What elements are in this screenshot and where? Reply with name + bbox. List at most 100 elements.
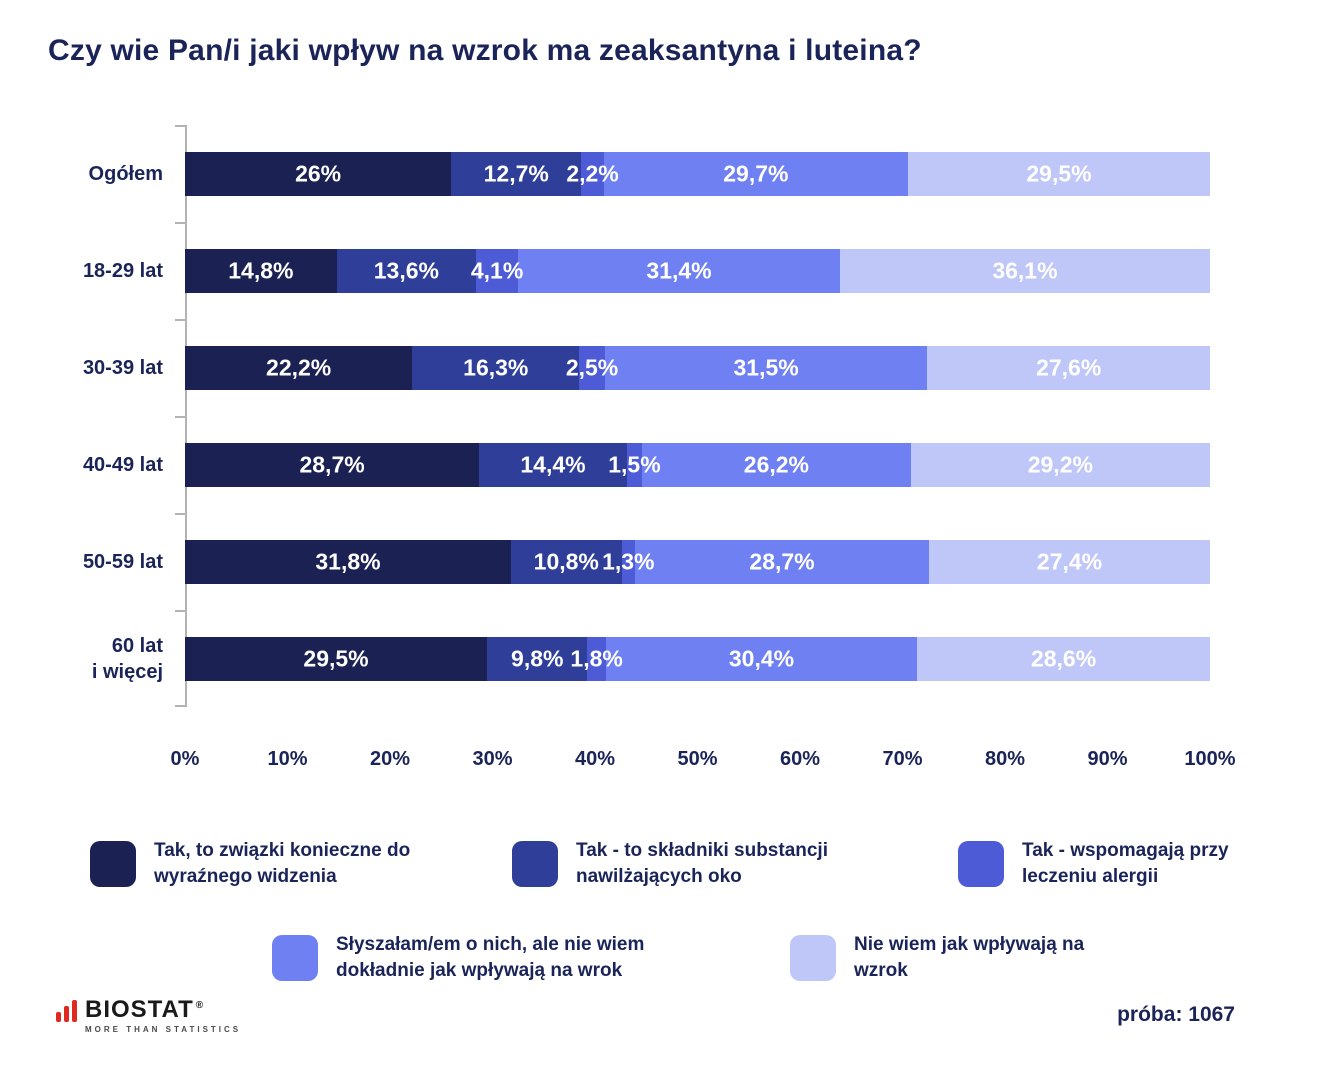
chart-row: Ogółem 26% 12,7% 2,2% 29,7% 29,5% [48,125,1211,222]
bar-segment-label: 31,4% [646,257,712,283]
bar-segment-label: 26,2% [743,451,810,477]
bar-segment-label: 22,2% [266,354,332,380]
bar-segment: 16,3% [412,345,580,390]
legend-swatch [512,840,558,887]
bar-segment: 2,2% [566,151,619,196]
biostat-logo-text: BIOSTAT ® MORE THAN STATISTICS [85,996,242,1035]
legend-item: Tak - wspomagają przy leczeniu alergii [958,838,1247,889]
x-axis-tick-label: 50% [677,748,718,770]
bar-segment: 31,5% [604,345,928,390]
bar-segment-label: 28,7% [749,548,815,574]
x-axis-tick-label: 80% [984,748,1026,770]
bar-segment: 1,3% [602,539,655,584]
x-axis-tick-label: 100% [1184,748,1236,770]
y-axis-tick [175,705,187,707]
y-axis-tick [175,610,187,612]
bar-segment-label: 29,2% [1027,451,1093,477]
bar-segment: 31,4% [518,248,840,293]
bar-segment-label: 30,4% [728,645,795,671]
y-axis-tick [175,513,187,515]
legend-label: Słyszałam/em o nich, ale nie wiem dokład… [336,934,645,981]
bar-segment-label: 1,8% [570,645,623,671]
legend-item: Tak, to związki konieczne do wyraźnego w… [90,838,419,889]
bar-segment-label: 29,5% [1026,160,1092,186]
legend-item: Nie wiem jak wpływają na wzrok [790,932,1089,983]
bar-segment: 27,4% [929,539,1210,584]
bar-segment-label: 2,5% [565,354,619,380]
bar-segment: 14,4% [479,442,627,487]
legend-label: Tak - to składniki substancji nawilżając… [576,840,828,887]
chart-row: 40-49 lat 28,7% 14,4% 1,5% 26,2% 29,2% [48,416,1210,513]
bar-segment-label: 29,5% [303,645,369,671]
category-label: 18-29 lat [82,259,163,282]
x-axis-tick-label: 30% [472,748,513,770]
legend-item: Tak - to składniki substancji nawilżając… [512,838,881,889]
bar-segment: 2,5% [566,345,618,390]
y-axis-tick [175,416,187,418]
registered-mark: ® [195,1000,205,1011]
bar-segment-label: 28,7% [299,451,365,477]
legend-swatch [958,840,1004,887]
bar-segment: 28,7% [634,539,930,584]
x-axis: 0% 10% 20% 30% 40% 50% 60% 70% 80% 90% 100% [171,748,1236,778]
brand-name: BIOSTAT ® [85,996,205,1023]
bar-segment: 28,7% [185,442,480,487]
bar-segment-label: 28,6% [1030,645,1097,671]
bar-segment: 29,7% [603,151,908,196]
biostat-logo-icon [56,998,77,1022]
bar-segment-label: 2,2% [566,160,619,186]
bar-segment-label: 31,8% [315,548,381,574]
stacked-bar: 26% 12,7% 2,2% 29,7% 29,5% [185,151,1211,196]
bar-segment-label: 12,7% [483,160,549,186]
category-label: 30-39 lat [82,356,163,379]
bar-segment: 26% [185,151,452,196]
bar-segment: 27,6% [927,345,1210,390]
bar-segment: 30,4% [605,636,918,681]
chart-row: 50-59 lat 31,8% 10,8% 1,3% 28,7% 27,4% [48,513,1210,610]
bar-segment: 9,8% [487,636,588,681]
bar-segment-label: 27,4% [1036,548,1103,574]
bar-segment-label: 1,3% [602,548,655,574]
bar-segment-label: 1,5% [608,451,661,477]
legend-label: Tak, to związki konieczne do wyraźnego w… [154,840,411,887]
legend-label: Tak - wspomagają przy leczeniu alergii [1022,840,1229,887]
x-axis-tick-label: 20% [369,748,411,770]
bar-segment-label: 27,6% [1036,354,1102,380]
bar-segment: 12,7% [451,151,582,196]
bar-segment: 4,1% [471,248,523,293]
bar-segment: 29,5% [907,151,1211,196]
stacked-bar: 22,2% 16,3% 2,5% 31,5% 27,6% [185,345,1210,390]
bar-segment: 10,8% [510,539,622,584]
stacked-bar: 31,8% 10,8% 1,3% 28,7% 27,4% [185,539,1210,584]
legend-label: Nie wiem jak wpływają na wzrok [854,934,1085,981]
category-label: 60 lat i więcej [91,634,163,683]
stacked-bar-chart: Ogółem 26% 12,7% 2,2% 29,7% 29,5% 18-29 lat 14,… [48,125,1211,707]
bar-segment-label: 26% [295,160,342,186]
bar-segment: 14,8% [185,248,337,293]
chart-row: 60 lat i więcej 29,5% 9,8% 1,8% 30,4% 28,6% [48,610,1210,707]
category-label: 50-59 lat [82,550,163,573]
y-axis-tick [175,319,187,321]
y-axis-tick [175,222,187,224]
y-axis-tick [175,125,187,127]
x-axis-tick-label: 90% [1087,748,1128,770]
plot-area: Ogółem 26% 12,7% 2,2% 29,7% 29,5% 18-29 lat 14,… [48,125,1211,707]
bar-segment-label: 13,6% [373,257,439,283]
bar-segment-label: 14,4% [520,451,586,477]
biostat-logo: BIOSTAT ® MORE THAN STATISTICS [56,998,241,1034]
chart-row: 18-29 lat 14,8% 13,6% 4,1% 31,4% 36,1% [48,222,1210,319]
stacked-bar: 14,8% 13,6% 4,1% 31,4% 36,1% [185,248,1210,293]
brand-tagline: MORE THAN STATISTICS [85,1025,242,1034]
x-axis-tick-label: 70% [882,748,923,770]
bar-segment: 1,8% [570,636,623,681]
legend-item: Słyszałam/em o nich, ale nie wiem dokład… [272,932,691,983]
legend: Tak, to związki konieczne do wyraźnego w… [0,838,1330,998]
x-axis-tick-label: 0% [170,748,200,770]
bar-segment-label: 10,8% [533,548,599,574]
stacked-bar: 29,5% 9,8% 1,8% 30,4% 28,6% [185,636,1210,681]
x-axis-tick-label: 10% [267,748,308,770]
legend-swatch [90,840,136,887]
chart-title: Czy wie Pan/i jaki wpływ na wzrok ma zea… [48,34,922,67]
bar-segment-label: 4,1% [470,257,524,283]
bar-segment: 13,6% [336,248,477,293]
